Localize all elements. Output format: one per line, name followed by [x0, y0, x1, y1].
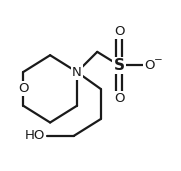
- Text: S: S: [114, 58, 125, 73]
- Text: N: N: [72, 65, 82, 78]
- Text: O: O: [114, 25, 124, 38]
- Text: HO: HO: [25, 129, 45, 142]
- Text: O: O: [18, 82, 28, 95]
- Text: −: −: [154, 55, 163, 65]
- Text: O: O: [114, 93, 124, 106]
- Text: O: O: [144, 59, 155, 72]
